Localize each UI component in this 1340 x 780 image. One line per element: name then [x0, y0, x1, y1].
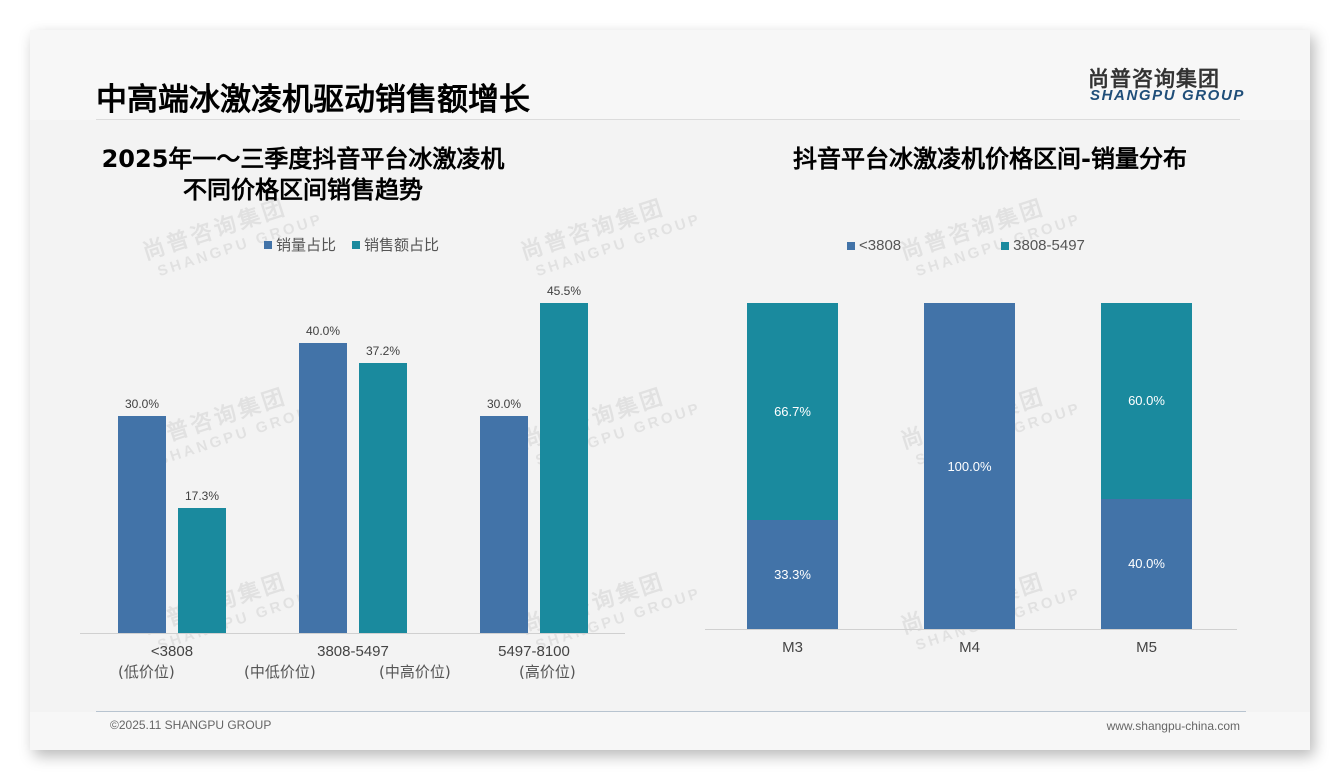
legend-item-3808-5497: 3808-5497: [1001, 237, 1085, 254]
watermark: 尚普咨询集团 SHANGPU GROUP: [897, 195, 1084, 281]
category-label: M5: [1136, 639, 1157, 656]
page-title: 中高端冰激凌机驱动销售额增长: [96, 82, 530, 118]
stack-segment-m5-3808-5497: [1101, 303, 1192, 499]
bar-sales-5497-8100: [540, 303, 588, 633]
legend-swatch-blue: [847, 241, 855, 250]
legend-swatch-teal: [352, 240, 361, 249]
brand-logo-cn: 尚普咨询集团: [1088, 67, 1220, 91]
category-label: M3: [782, 639, 803, 656]
stack-segment-m3-3808-5497: [747, 303, 838, 520]
left-chart-title: 2025年一～三季度抖音平台冰激凌机 不同价格区间销售趋势: [101, 145, 505, 204]
price-tier-label: (低价位): [118, 663, 175, 681]
data-label: 30.0%: [124, 397, 160, 411]
right-chart-title: 抖音平台冰激凌机价格区间-销量分布: [793, 145, 1187, 173]
stack-segment-m3-lt3808: [747, 520, 838, 629]
bar-volume-3808-5497: [299, 343, 347, 633]
stack-segment-m4-lt3808: [924, 303, 1015, 629]
copyright-text: ©2025.11 SHANGPU GROUP: [110, 718, 272, 732]
brand-logo-en: SHANGPU GROUP: [1090, 87, 1245, 104]
data-label: 100.0%: [947, 459, 992, 474]
left-chart-x-axis: [80, 633, 625, 634]
category-label: <3808: [150, 643, 194, 660]
bar-volume-5497-8100: [480, 416, 528, 633]
stack-segment-m5-lt3808: [1101, 499, 1192, 629]
price-tier-label: (高价位): [519, 663, 576, 681]
watermark: 尚普咨询集团 SHANGPU GROUP: [139, 384, 326, 470]
data-label: 45.5%: [546, 284, 582, 298]
legend-item-sales: 销售额占比: [352, 234, 439, 255]
right-chart-x-axis: [705, 629, 1237, 630]
footer-band: [30, 712, 1310, 750]
legend-swatch-teal: [1001, 241, 1010, 250]
price-tier-label: (中高价位): [379, 663, 451, 681]
watermark: 尚普咨询集团 SHANGPU GROUP: [140, 569, 326, 655]
bar-sales-lt3808: [178, 508, 226, 633]
watermark: 尚普咨询集团 SHANGPU GROUP: [517, 195, 704, 281]
legend-item-lt3808: <3808: [847, 237, 901, 254]
data-label: 33.3%: [774, 567, 811, 582]
data-label: 40.0%: [305, 324, 341, 338]
data-label: 66.7%: [774, 404, 811, 419]
legend-item-volume: 销量占比: [264, 234, 336, 255]
category-label: 3808-5497: [317, 643, 389, 660]
category-label: 5497-8100: [498, 643, 570, 660]
title-divider: [96, 119, 1240, 120]
slide: 尚普咨询集团 SHANGPU GROUP 尚普咨询集团 SHANGPU GROU…: [30, 30, 1310, 750]
legend-swatch-blue: [264, 240, 272, 249]
data-label: 37.2%: [365, 344, 401, 358]
website-link[interactable]: www.shangpu-china.com: [1106, 719, 1240, 733]
category-label: M4: [959, 639, 980, 656]
data-label: 60.0%: [1128, 393, 1165, 408]
bar-sales-3808-5497: [359, 363, 407, 633]
right-chart-legend: <3808 3808-5497: [847, 237, 1101, 254]
bar-volume-lt3808: [118, 416, 166, 633]
header-band: [30, 30, 1310, 120]
data-label: 30.0%: [486, 397, 522, 411]
data-label: 40.0%: [1128, 556, 1165, 571]
price-tier-label: (中低价位): [244, 663, 316, 681]
left-chart-legend: 销量占比 销售额占比: [264, 234, 455, 255]
data-label: 17.3%: [184, 489, 220, 503]
footer-divider: [96, 711, 1246, 712]
